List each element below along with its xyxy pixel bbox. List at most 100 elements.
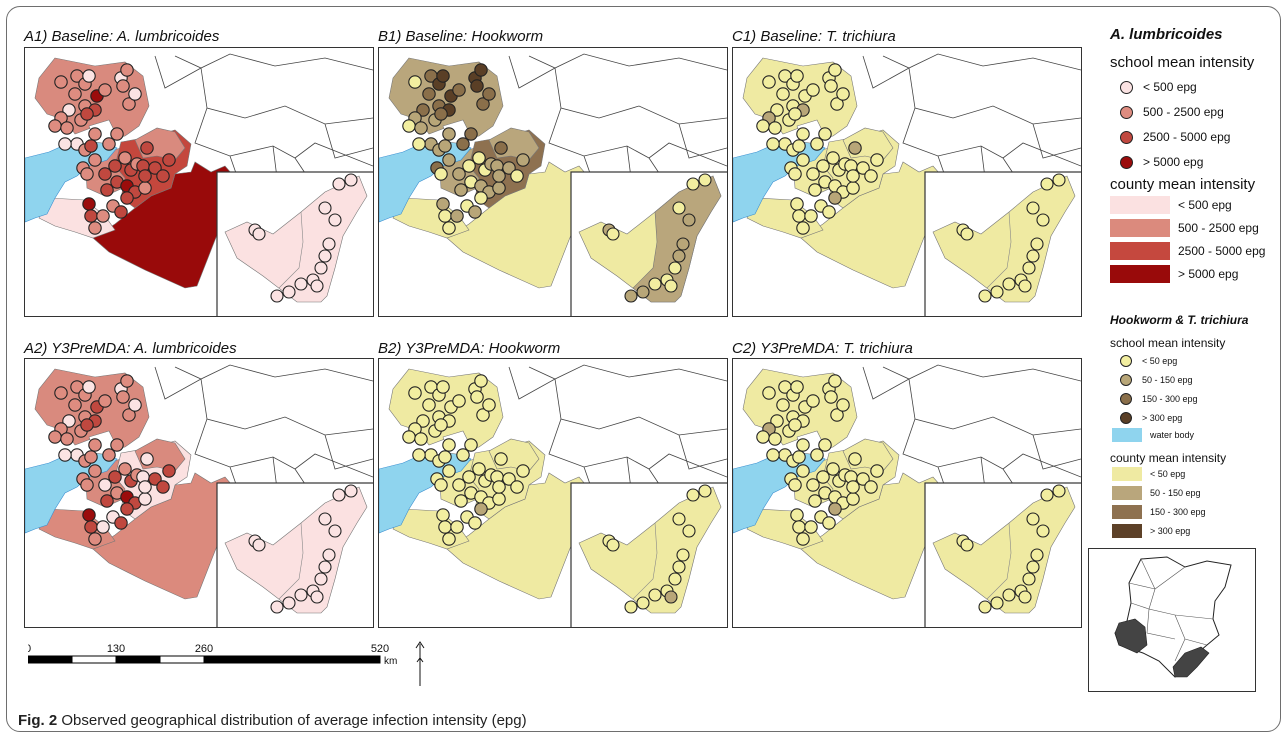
school-marker: [492, 181, 506, 195]
legend-label: > 300 epg: [1142, 413, 1183, 423]
school-marker: [474, 374, 488, 388]
school-marker: [454, 494, 468, 508]
school-marker: [314, 572, 328, 586]
school-marker: [434, 418, 448, 432]
legend-swatch: [1110, 242, 1170, 260]
legend-item: > 5000 epg: [1110, 265, 1238, 283]
school-marker: [422, 87, 436, 101]
scale-segment: [203, 655, 381, 664]
school-marker: [114, 205, 128, 219]
school-marker: [118, 462, 132, 476]
school-marker: [310, 279, 324, 293]
inset-county-east: [632, 175, 722, 303]
school-marker: [88, 464, 102, 478]
school-marker: [54, 386, 68, 400]
school-marker: [668, 572, 682, 586]
school-marker: [344, 173, 358, 187]
school-marker: [1018, 279, 1032, 293]
school-marker: [140, 141, 154, 155]
school-marker: [824, 79, 838, 93]
school-marker: [450, 520, 464, 534]
school-marker: [676, 237, 690, 251]
legend-swatch: [1120, 355, 1132, 367]
legend-item: < 50 epg: [1112, 467, 1185, 481]
legend-item: > 300 epg: [1110, 412, 1182, 424]
school-marker: [808, 494, 822, 508]
school-marker: [990, 596, 1004, 610]
school-marker: [88, 532, 102, 546]
school-marker: [978, 600, 992, 614]
school-marker: [1026, 512, 1040, 526]
school-marker: [138, 169, 152, 183]
school-marker: [856, 472, 870, 486]
school-marker: [442, 438, 456, 452]
scale-tick-label: 0: [28, 643, 31, 655]
school-marker: [456, 137, 470, 151]
legend-label: > 300 epg: [1150, 526, 1191, 536]
school-marker: [806, 478, 820, 492]
school-marker: [768, 121, 782, 135]
school-marker: [140, 452, 154, 466]
school-marker: [452, 478, 466, 492]
school-marker: [476, 408, 490, 422]
school-marker: [1036, 524, 1050, 538]
map-panel-b1: [378, 47, 728, 317]
school-marker: [148, 161, 162, 175]
legend-item: > 300 epg: [1112, 524, 1190, 538]
school-marker: [776, 398, 790, 412]
county-boundary: [154, 366, 202, 400]
school-marker: [48, 119, 62, 133]
county-boundary: [882, 53, 1081, 71]
school-marker: [846, 181, 860, 195]
school-marker: [108, 470, 122, 484]
school-marker: [438, 209, 452, 223]
school-marker: [1002, 588, 1016, 602]
school-marker: [96, 209, 110, 223]
county-boundary: [174, 364, 373, 382]
school-marker: [470, 390, 484, 404]
map-panel-a2: [24, 358, 374, 628]
school-marker: [502, 161, 516, 175]
county-boundary: [154, 55, 202, 89]
school-marker: [434, 478, 448, 492]
school-marker: [676, 548, 690, 562]
school-marker: [88, 153, 102, 167]
school-marker: [102, 448, 116, 462]
school-marker: [792, 139, 806, 153]
school-marker: [766, 137, 780, 151]
study-area-coast: [1172, 646, 1210, 678]
study-area-west: [1114, 618, 1148, 654]
school-marker: [664, 279, 678, 293]
school-marker: [452, 83, 466, 97]
school-marker: [686, 177, 700, 191]
school-marker: [510, 480, 524, 494]
county-boundary: [908, 378, 1081, 436]
legend-label: < 500 epg: [1143, 80, 1197, 94]
school-marker: [270, 600, 284, 614]
school-marker: [118, 151, 132, 165]
scale-tick-label: 130: [107, 643, 125, 655]
school-marker: [332, 488, 346, 502]
school-marker: [756, 430, 770, 444]
school-marker: [664, 590, 678, 604]
school-marker: [82, 508, 96, 522]
map-svg: [25, 364, 373, 627]
school-marker: [62, 414, 76, 428]
school-marker: [502, 472, 516, 486]
school-marker: [434, 167, 448, 181]
school-marker: [414, 121, 428, 135]
legend-item: < 500 epg: [1110, 80, 1197, 94]
legend-hook-county-heading: county mean intensity: [1110, 451, 1227, 465]
school-marker: [148, 472, 162, 486]
legend-label: 500 - 2500 epg: [1178, 221, 1259, 235]
legend-swatch: [1120, 80, 1133, 94]
map-svg: [733, 53, 1081, 316]
county-boundary: [194, 107, 373, 167]
school-marker: [826, 151, 840, 165]
legend-label: > 5000 epg: [1143, 155, 1204, 169]
school-marker: [796, 532, 810, 546]
school-marker: [474, 502, 488, 516]
school-marker: [442, 153, 456, 167]
legend-ascaris-school-heading: school mean intensity: [1110, 54, 1255, 71]
school-marker: [1040, 488, 1054, 502]
